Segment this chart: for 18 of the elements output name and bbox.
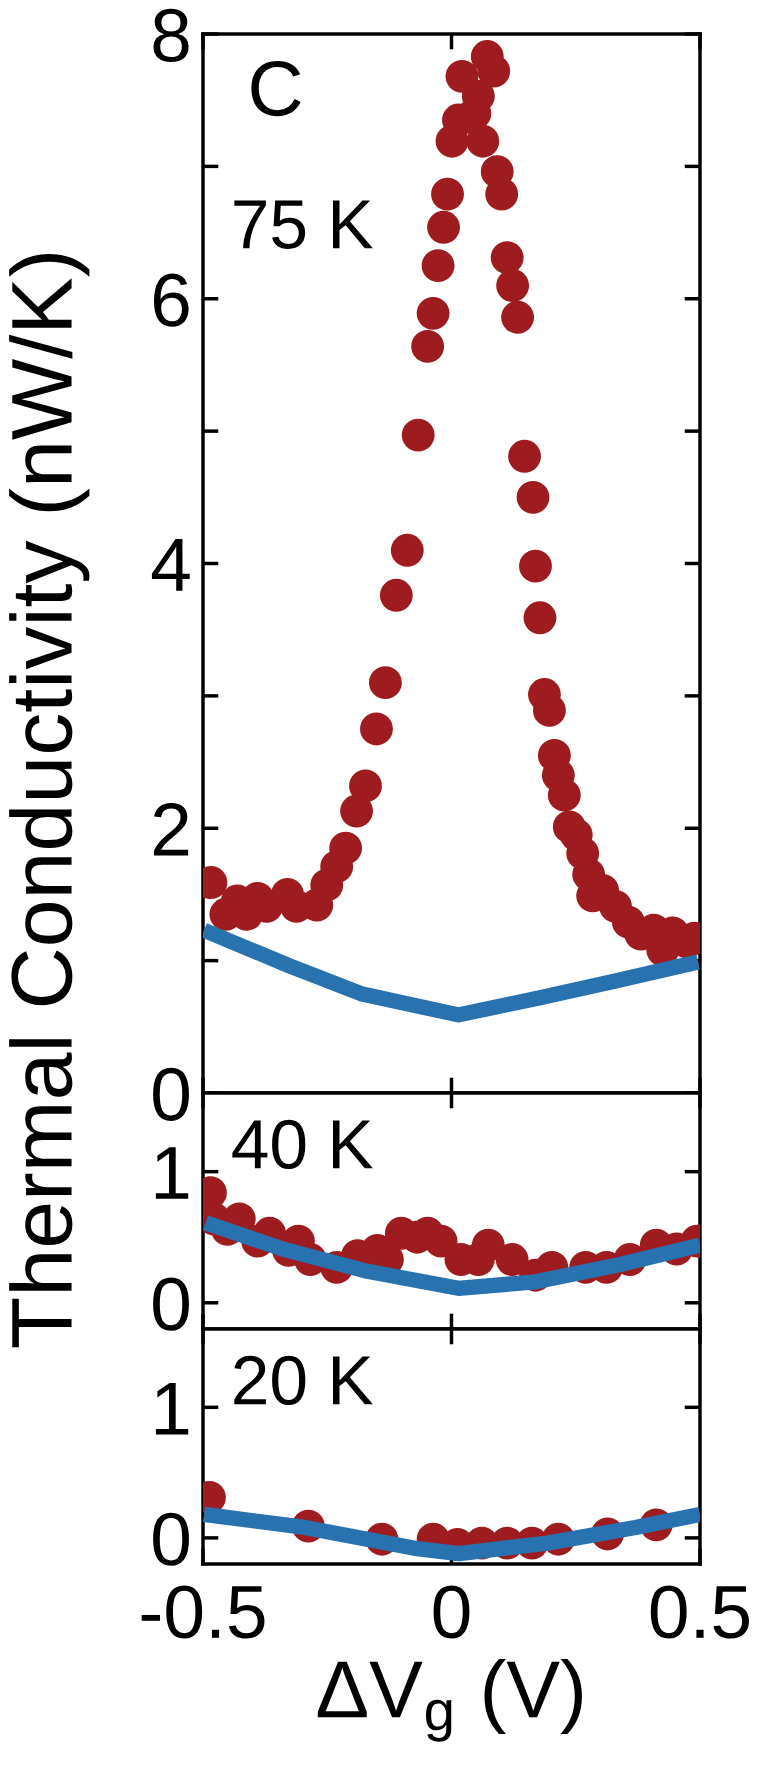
y-tick-label: 2 — [153, 803, 189, 856]
x-tick-label: 0.5 — [650, 1585, 749, 1639]
y-tick-label: 1 — [155, 1382, 189, 1435]
annotation: 75 K — [234, 200, 373, 249]
y-axis-title: Thermal Conductivity (nW/K) — [9, 254, 90, 1348]
x-tick-label: -0.5 — [141, 1585, 265, 1639]
y-tick-label: 6 — [153, 273, 189, 327]
y-tick-label: 8 — [153, 8, 189, 62]
annotation: 40 K — [232, 1119, 373, 1170]
x-tick-label: 0 — [433, 1585, 470, 1639]
annotation: C — [251, 61, 301, 117]
y-tick-label: 1 — [155, 1147, 189, 1199]
y-tick-label: 0 — [153, 1277, 189, 1331]
y-tick-label: 4 — [151, 539, 190, 591]
annotation: 20 K — [234, 1355, 373, 1406]
x-axis-title: ΔV$_{g}$ (V) — [317, 1658, 582, 1742]
y-tick-label: 0 — [153, 1512, 189, 1566]
y-tick-label: 0 — [153, 1067, 189, 1121]
